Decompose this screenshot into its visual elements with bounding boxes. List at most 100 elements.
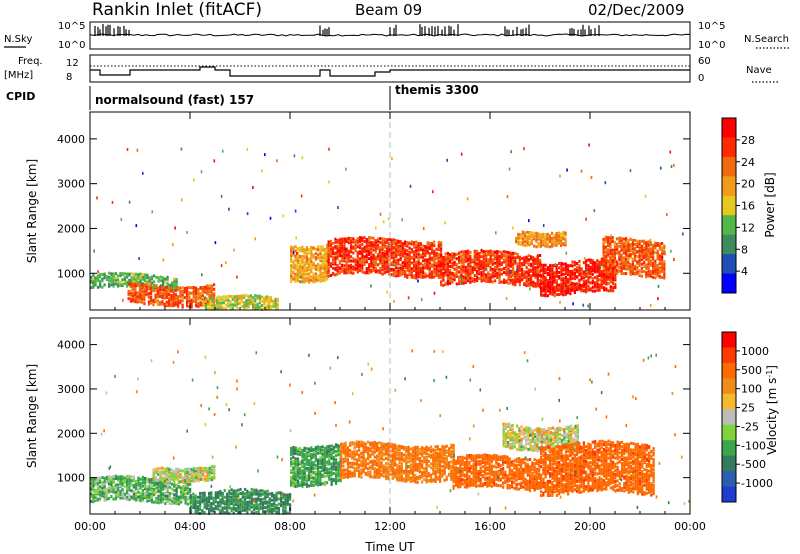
- echo-cell: [225, 261, 227, 265]
- echo-cell: [221, 495, 224, 499]
- echo-cell: [383, 242, 386, 246]
- echo-cell: [442, 273, 445, 277]
- echo-cell: [335, 482, 338, 485]
- echo-cell: [177, 295, 180, 299]
- echo-cell: [654, 264, 657, 267]
- echo-cell: [397, 244, 400, 248]
- echo-cell: [330, 462, 333, 466]
- echo-cell: [296, 247, 299, 250]
- echo-cell: [105, 480, 108, 484]
- echo-cell: [257, 503, 260, 507]
- echo-cell: [126, 483, 129, 487]
- echo-cell: [489, 266, 492, 270]
- echo-cell: [527, 275, 530, 279]
- echo-cell: [177, 467, 180, 471]
- echo-cell: [647, 243, 650, 247]
- echo-cell: [473, 280, 476, 283]
- echo-cell: [557, 240, 560, 244]
- echo-cell: [300, 194, 303, 198]
- echo-cell: [611, 252, 614, 256]
- echo-cell: [638, 258, 641, 262]
- echo-cell: [342, 470, 345, 474]
- echo-cell: [604, 255, 607, 258]
- echo-cell: [602, 246, 605, 250]
- echo-cell: [340, 461, 343, 465]
- echo-cell: [303, 475, 306, 479]
- echo-cell: [123, 485, 126, 488]
- echo-cell: [299, 265, 302, 269]
- echo-cell: [491, 271, 494, 275]
- echo-cell: [553, 240, 556, 244]
- echo-cell: [296, 476, 299, 480]
- echo-cell: [317, 466, 320, 469]
- echo-cell: [352, 265, 355, 269]
- echo-cell: [395, 270, 398, 274]
- echo-cell: [94, 493, 97, 497]
- echo-cell: [399, 273, 402, 277]
- echo-cell: [168, 485, 171, 489]
- echo-cell: [609, 272, 612, 275]
- echo-cell: [612, 268, 615, 272]
- echo-cell: [159, 485, 162, 489]
- echo-cell: [267, 295, 270, 299]
- echo-cell: [473, 253, 476, 257]
- echo-cell: [640, 258, 643, 262]
- echo-cell: [453, 260, 456, 264]
- echo-cell: [464, 254, 467, 258]
- echo-cell: [253, 505, 256, 509]
- echo-cell: [517, 236, 520, 240]
- echo-cell: [275, 491, 278, 495]
- echo-cell: [604, 249, 607, 253]
- echo-cell: [549, 264, 552, 268]
- echo-cell: [627, 243, 630, 246]
- echo-cell: [356, 270, 359, 274]
- echo-cell: [640, 251, 643, 255]
- echo-cell: [370, 255, 373, 259]
- echo-cell: [328, 458, 331, 462]
- echo-cell: [607, 252, 610, 256]
- echo-cell: [602, 259, 605, 263]
- echo-cell: [673, 258, 675, 261]
- echo-cell: [392, 259, 395, 263]
- echo-cell: [246, 212, 249, 216]
- echo-cell: [487, 276, 490, 280]
- echo-cell: [351, 471, 354, 475]
- echo-cell: [321, 271, 324, 275]
- echo-cell: [607, 240, 610, 244]
- echo-cell: [205, 501, 208, 505]
- echo-cell: [395, 255, 398, 259]
- echo-cell: [301, 261, 304, 265]
- echo-cell: [612, 281, 615, 285]
- echo-cell: [431, 246, 434, 250]
- echo-cell: [296, 447, 299, 451]
- echo-cell: [342, 451, 345, 455]
- echo-cell: [544, 270, 547, 274]
- echo-cell: [629, 267, 632, 271]
- echo-cell: [190, 286, 193, 290]
- echo-cell: [406, 265, 409, 269]
- echo-cell: [299, 453, 302, 457]
- echo-cell: [171, 281, 174, 285]
- echo-cell: [401, 248, 404, 252]
- echo-cell: [330, 444, 333, 448]
- echo-cell: [376, 454, 379, 458]
- echo-cell: [303, 452, 306, 456]
- echo-cell: [442, 278, 445, 282]
- echo-cell: [258, 305, 261, 309]
- echo-cell: [494, 261, 497, 265]
- echo-cell: [532, 280, 535, 284]
- echo-cell: [496, 264, 499, 268]
- echo-cell: [636, 250, 639, 254]
- echo-cell: [308, 474, 311, 478]
- echo-cell: [252, 304, 255, 308]
- echo-cell: [600, 275, 603, 278]
- echo-cell: [119, 484, 122, 488]
- echo-cell: [536, 256, 539, 259]
- echo-cell: [299, 475, 302, 479]
- echo-cell: [627, 250, 630, 254]
- echo-cell: [237, 502, 240, 505]
- echo-cell: [96, 491, 99, 495]
- echo-cell: [373, 447, 376, 451]
- echo-cell: [353, 450, 356, 454]
- echo-cell: [419, 242, 422, 246]
